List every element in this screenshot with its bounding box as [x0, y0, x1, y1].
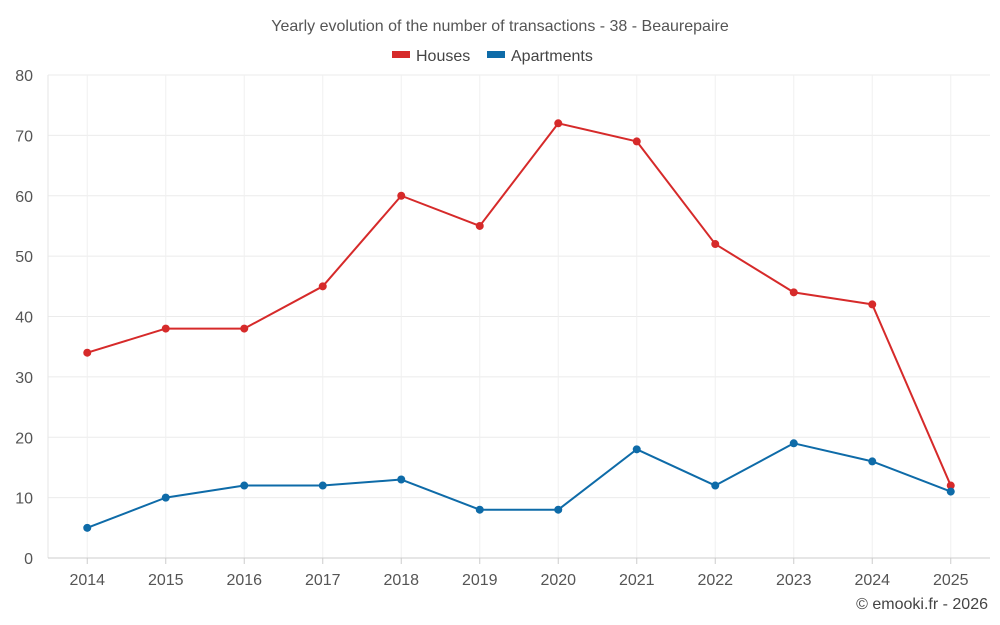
legend[interactable]: Houses Apartments: [392, 48, 593, 65]
y-tick-label: 80: [15, 68, 33, 85]
data-point-houses[interactable]: [83, 348, 92, 357]
y-tick-label: 50: [15, 249, 33, 266]
data-point-apartments[interactable]: [475, 505, 484, 514]
legend-label-apartments[interactable]: Apartments: [511, 48, 593, 65]
x-tick-label: 2019: [462, 572, 498, 589]
data-point-apartments[interactable]: [161, 493, 170, 502]
x-tick-label: 2020: [540, 572, 576, 589]
y-tick-label: 10: [15, 491, 33, 508]
x-tick-label: 2022: [697, 572, 733, 589]
data-point-houses[interactable]: [632, 137, 641, 146]
data-point-houses[interactable]: [240, 324, 249, 333]
x-tick-label: 2014: [69, 572, 105, 589]
x-tick-label: 2025: [933, 572, 969, 589]
x-tick-label: 2023: [776, 572, 812, 589]
data-point-apartments[interactable]: [318, 481, 327, 490]
series-layer: [83, 119, 955, 532]
x-tick-label: 2024: [854, 572, 890, 589]
x-axis-ticks: 2014 2015 2016 2017 2018 2019 2020 2021 2022 2023…: [69, 572, 968, 589]
credit-text: © emooki.fr - 2026: [856, 596, 988, 613]
x-tick-label: 2021: [619, 572, 655, 589]
data-point-apartments[interactable]: [83, 523, 92, 532]
y-tick-label: 70: [15, 128, 33, 145]
y-tick-label: 40: [15, 310, 33, 327]
data-point-apartments[interactable]: [946, 487, 955, 496]
data-point-apartments[interactable]: [632, 445, 641, 454]
data-point-houses[interactable]: [475, 221, 484, 230]
y-tick-label: 60: [15, 189, 33, 206]
x-tick-label: 2017: [305, 572, 341, 589]
data-point-houses[interactable]: [554, 119, 563, 128]
series-apartments: [83, 439, 955, 532]
grid: [48, 74, 990, 558]
series-line-apartments: [86, 442, 952, 529]
y-tick-label: 20: [15, 430, 33, 447]
legend-label-houses[interactable]: Houses: [416, 48, 470, 65]
data-point-houses[interactable]: [397, 191, 406, 200]
chart-title: Yearly evolution of the number of transa…: [271, 18, 729, 35]
legend-swatch-apartments: [487, 51, 505, 58]
data-point-apartments[interactable]: [397, 475, 406, 484]
x-tick-label: 2015: [148, 572, 184, 589]
data-point-houses[interactable]: [868, 300, 877, 309]
data-point-apartments[interactable]: [868, 457, 877, 466]
x-tick-label: 2018: [383, 572, 419, 589]
data-point-houses[interactable]: [789, 288, 798, 297]
series-houses: [83, 119, 955, 490]
data-point-houses[interactable]: [318, 282, 327, 291]
data-point-apartments[interactable]: [711, 481, 720, 490]
axes: [47, 75, 990, 564]
y-axis-ticks: 0 10 20 30 40 50 60 70 80: [15, 68, 33, 568]
data-point-houses[interactable]: [161, 324, 170, 333]
data-point-apartments[interactable]: [240, 481, 249, 490]
data-point-houses[interactable]: [711, 240, 720, 249]
data-point-apartments[interactable]: [554, 505, 563, 514]
data-point-apartments[interactable]: [789, 439, 798, 448]
x-tick-label: 2016: [226, 572, 262, 589]
y-tick-label: 0: [24, 551, 33, 568]
legend-swatch-houses: [392, 51, 410, 58]
y-tick-label: 30: [15, 370, 33, 387]
data-point-houses[interactable]: [946, 481, 955, 490]
series-line-houses: [86, 122, 952, 486]
